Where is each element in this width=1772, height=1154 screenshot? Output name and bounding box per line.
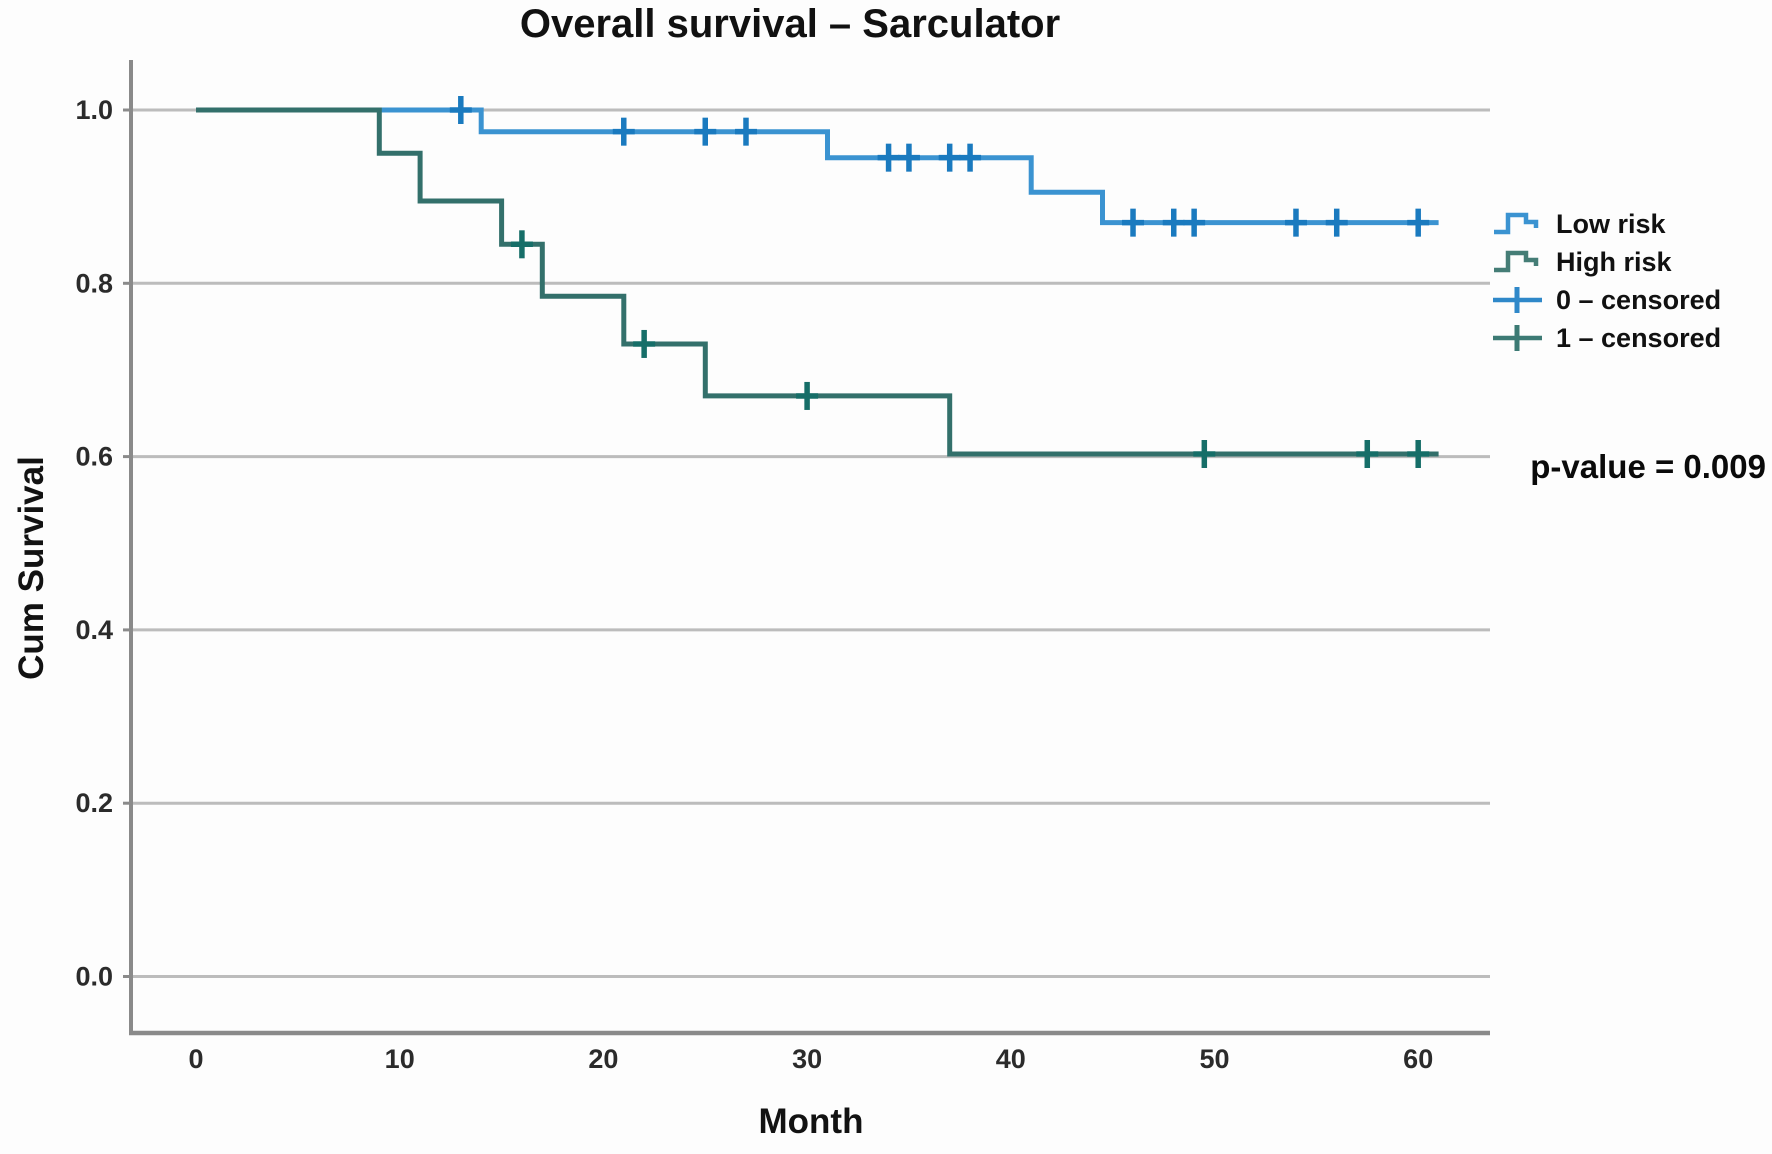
chart-title: Overall survival – Sarculator: [519, 2, 1061, 46]
gridlines: [123, 108, 1490, 978]
svg-text:10: 10: [385, 1044, 415, 1074]
svg-text:50: 50: [1199, 1044, 1229, 1074]
legend-item-1-censored: 1 – censored: [1492, 322, 1721, 354]
axes: [129, 60, 1490, 1036]
censor-plus-icon: [1493, 325, 1542, 351]
svg-text:0: 0: [188, 1044, 203, 1074]
legend-label: Low risk: [1556, 208, 1666, 239]
svg-text:20: 20: [588, 1044, 618, 1074]
censor-marks: [449, 96, 1430, 469]
svg-text:60: 60: [1403, 1044, 1433, 1074]
legend-label: 1 – censored: [1556, 322, 1722, 353]
p-value-annotation: p-value = 0.009: [1530, 448, 1766, 485]
svg-text:0.4: 0.4: [75, 615, 113, 645]
svg-text:30: 30: [792, 1044, 822, 1074]
x-axis-label: Month: [758, 1102, 864, 1141]
legend-item-high-risk: High risk: [1492, 246, 1721, 278]
step-line-icon: [1494, 250, 1539, 273]
legend-item-low-risk: Low risk: [1492, 208, 1721, 240]
tick-labels: 0.0 0.2 0.4 0.6 0.8 1.0 0 10 20 30 40 50 60: [75, 95, 1433, 1074]
svg-text:40: 40: [996, 1044, 1026, 1074]
legend-item-0-censored: 0 – censored: [1492, 284, 1721, 316]
svg-text:1.0: 1.0: [75, 95, 113, 125]
legend: Low risk High risk 0 – censored 1 – cens…: [1492, 208, 1721, 354]
legend-label: 0 – censored: [1556, 284, 1722, 315]
svg-text:0.2: 0.2: [75, 788, 113, 818]
legend-label: High risk: [1556, 246, 1672, 277]
svg-text:0.0: 0.0: [75, 962, 113, 992]
svg-text:0.6: 0.6: [75, 442, 113, 472]
step-line-icon: [1494, 212, 1539, 235]
survival-curves: [196, 107, 1439, 457]
svg-text:0.8: 0.8: [75, 268, 113, 298]
censor-plus-icon: [1493, 287, 1542, 313]
